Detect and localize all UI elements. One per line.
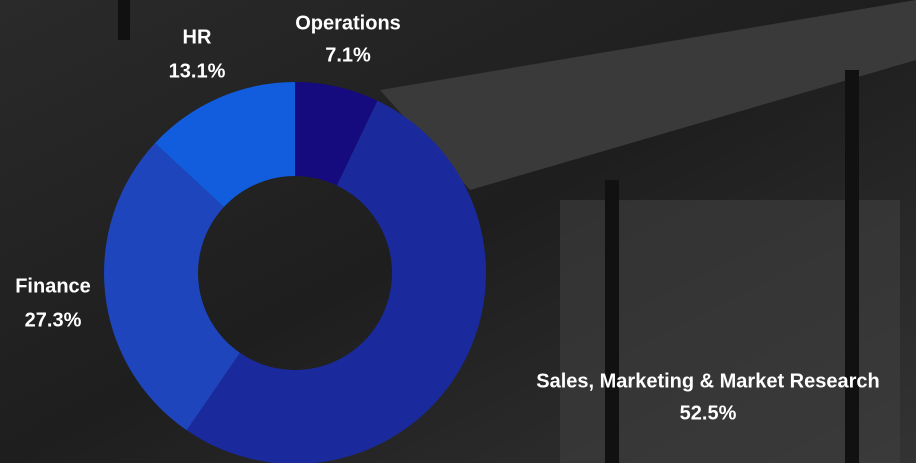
- background-shape: [605, 180, 619, 463]
- value-label: 52.5%: [680, 402, 737, 424]
- slice-label: Operations: [295, 12, 401, 34]
- labels: Operations 7.1% Sales, Marketing & Market …: [15, 12, 880, 424]
- slice: [186, 100, 486, 463]
- background-shape: [118, 0, 130, 40]
- background-shape: [845, 70, 859, 463]
- slice-label: HR: [183, 26, 212, 48]
- value-label: 7.1%: [325, 44, 371, 66]
- value-label: 27.3%: [25, 309, 82, 331]
- donut: [104, 82, 486, 463]
- slice: [295, 82, 378, 186]
- background-shape: [380, 0, 916, 190]
- slice-label: Finance: [15, 275, 91, 297]
- slice: [154, 82, 295, 208]
- slice-label: Sales, Marketing & Market Research: [536, 370, 880, 392]
- slice: [104, 143, 240, 431]
- value-label: 13.1%: [169, 60, 226, 82]
